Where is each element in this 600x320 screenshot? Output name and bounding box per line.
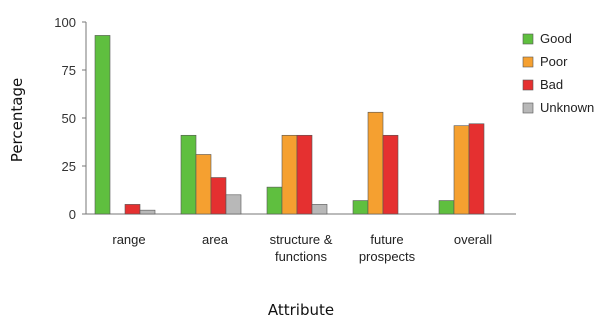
- y-tick-label: 0: [69, 207, 76, 222]
- legend: Good Poor Bad Unknown: [522, 31, 594, 115]
- x-tick-label: range: [112, 232, 145, 247]
- y-tick-group: 0 25 50 75 100: [54, 15, 86, 222]
- bar-unknown-2: [311, 204, 328, 215]
- x-axis-title: Attribute: [268, 301, 334, 319]
- legend-swatch-poor: [522, 56, 534, 68]
- legend-label-bad: Bad: [540, 77, 563, 92]
- y-axis-title: Percentage: [8, 78, 26, 162]
- bar-poor-4: [453, 125, 470, 215]
- bar-poor-1: [195, 154, 212, 215]
- bar-group: [94, 35, 485, 215]
- legend-swatch-bad: [522, 79, 534, 91]
- bar-unknown-1: [225, 194, 242, 215]
- y-tick-label: 75: [62, 63, 76, 78]
- y-tick-label: 50: [62, 111, 76, 126]
- bar-bad-4: [468, 123, 485, 215]
- legend-swatch-unknown: [522, 102, 534, 114]
- legend-label-poor: Poor: [540, 54, 568, 69]
- bar-good-1: [180, 134, 197, 215]
- bar-bad-2: [296, 134, 313, 215]
- x-tick-label: future prospects: [359, 232, 416, 264]
- bar-unknown-0: [139, 209, 156, 215]
- bar-poor-2: [281, 134, 298, 215]
- legend-label-good: Good: [540, 31, 572, 46]
- y-tick-label: 100: [54, 15, 76, 30]
- bar-bad-1: [210, 177, 227, 215]
- x-tick-label-group: range area structure & functions future prosp…: [112, 232, 492, 264]
- bar-bad-0: [124, 204, 141, 215]
- bar-good-3: [352, 200, 369, 215]
- x-tick-label: overall: [454, 232, 492, 247]
- bar-bad-3: [382, 134, 399, 215]
- bar-good-0: [94, 35, 111, 215]
- x-tick-label: area: [202, 232, 229, 247]
- legend-label-unknown: Unknown: [540, 100, 594, 115]
- legend-swatch-good: [522, 33, 534, 45]
- x-tick-label: structure & functions: [270, 232, 333, 264]
- bar-poor-3: [367, 111, 384, 215]
- bar-good-2: [266, 186, 283, 215]
- bar-good-4: [438, 200, 455, 215]
- y-tick-label: 25: [62, 159, 76, 174]
